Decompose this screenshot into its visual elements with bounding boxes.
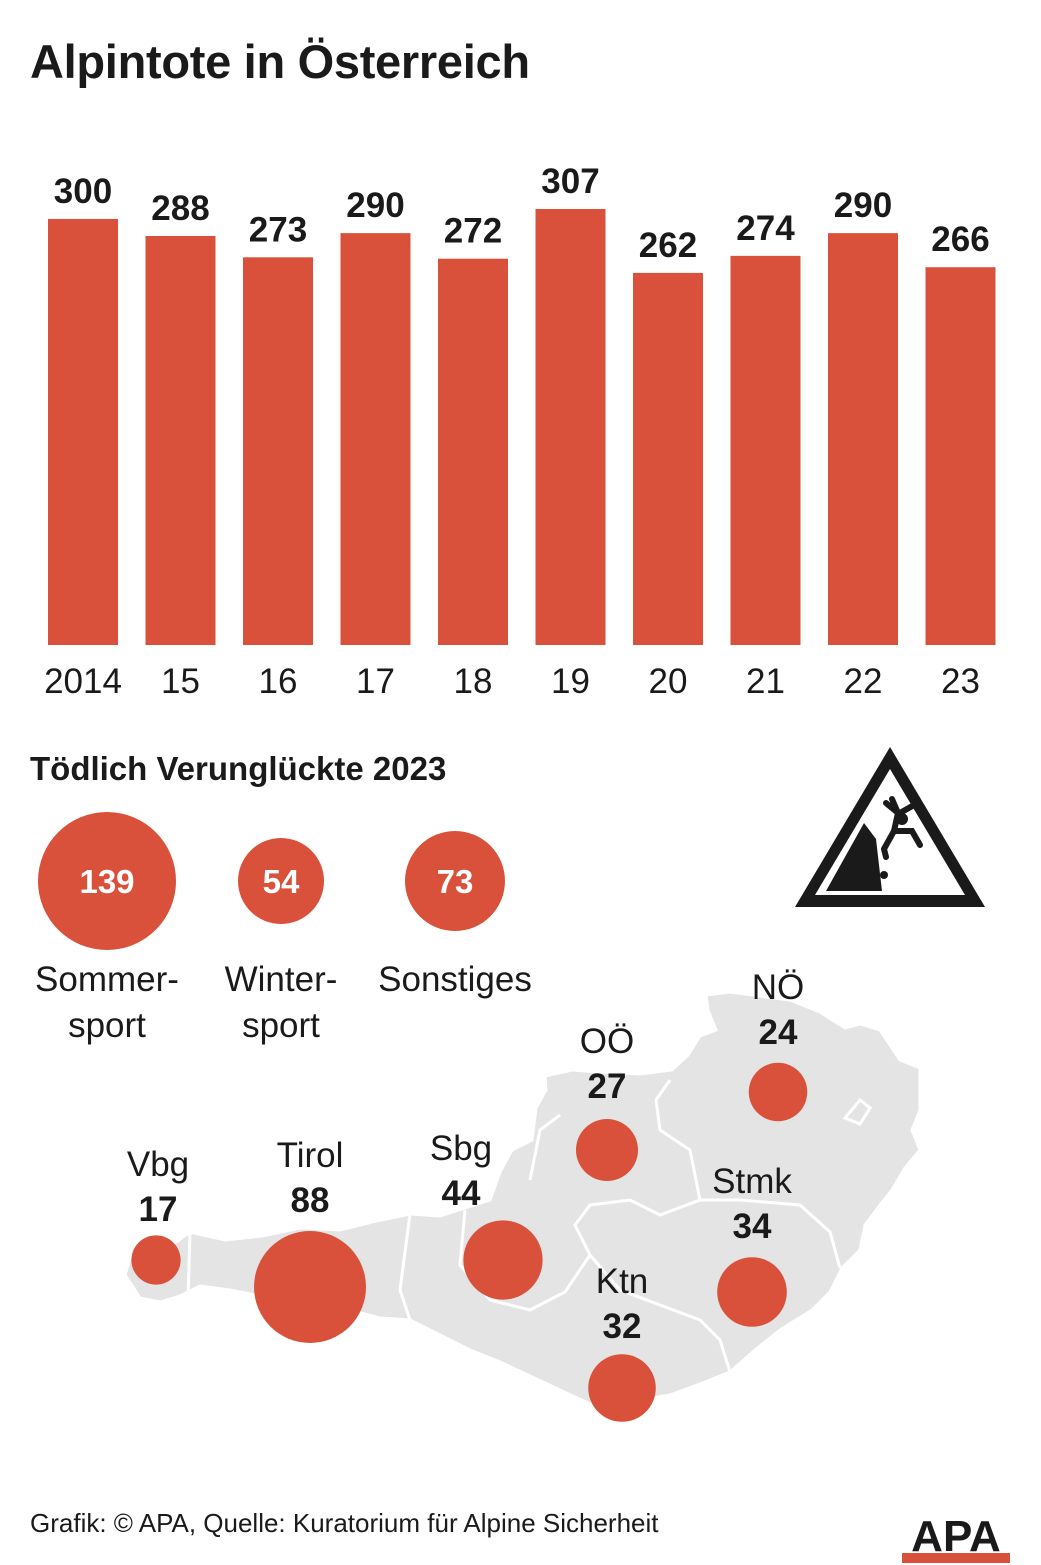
bar-category-label: 2014 bbox=[44, 662, 122, 701]
category-label-line2: sport bbox=[242, 1006, 320, 1045]
region-bubble bbox=[717, 1257, 787, 1327]
chart-title: Alpintote in Österreich bbox=[30, 35, 530, 88]
bar-value-label: 288 bbox=[151, 189, 209, 228]
section-subtitle: Tödlich Verunglückte 2023 bbox=[30, 750, 447, 787]
region-name-label: Stmk bbox=[712, 1162, 792, 1201]
apa-logo-bar bbox=[902, 1553, 1010, 1563]
region-value-label: 32 bbox=[603, 1307, 642, 1346]
bar-chart: 300 2014 288 15 273 16 290 17 272 18 307 19 262 20 274… bbox=[44, 162, 996, 701]
region-value-label: 17 bbox=[139, 1190, 178, 1229]
bar-category-label: 23 bbox=[941, 662, 980, 701]
region-name-label: Sbg bbox=[430, 1129, 492, 1168]
bar bbox=[730, 255, 801, 645]
bar bbox=[633, 272, 703, 645]
category-bubble-value: 73 bbox=[437, 863, 474, 900]
region-bubble bbox=[575, 1118, 639, 1182]
region-name-label: Ktn bbox=[596, 1262, 649, 1301]
category-label: Sommer- bbox=[35, 960, 179, 999]
category-label: Sonstiges bbox=[378, 960, 532, 999]
region-value-label: 27 bbox=[588, 1067, 627, 1106]
bar-value-label: 290 bbox=[346, 186, 404, 225]
austria-silhouette bbox=[123, 990, 922, 1408]
bar-category-label: 19 bbox=[551, 662, 590, 701]
category-label: Winter- bbox=[225, 960, 338, 999]
bar-category-label: 20 bbox=[649, 662, 688, 701]
region-bubble bbox=[254, 1231, 366, 1343]
region-bubble bbox=[588, 1354, 656, 1422]
bar-value-label: 274 bbox=[736, 209, 795, 248]
bar-category-label: 16 bbox=[259, 662, 298, 701]
region-name-label: NÖ bbox=[752, 968, 805, 1007]
bar-category-label: 15 bbox=[161, 662, 200, 701]
bar bbox=[438, 258, 508, 645]
bar-category-label: 21 bbox=[746, 662, 785, 701]
category-bubble bbox=[237, 837, 325, 925]
bar bbox=[145, 235, 216, 646]
category-bubbles: 139 Sommer-sport 54 Winter-sport 73 Sonstiges bbox=[35, 812, 532, 1045]
category-bubble bbox=[404, 830, 506, 932]
region-name-label: Tirol bbox=[277, 1136, 344, 1175]
apa-logo: APA bbox=[902, 1515, 1010, 1563]
region-bubble bbox=[748, 1062, 808, 1122]
category-bubble bbox=[38, 812, 176, 950]
bar-value-label: 290 bbox=[834, 186, 892, 225]
region-bubble bbox=[463, 1220, 543, 1300]
region-bubbles: Vbg 17 Tirol 88 Sbg 44 OÖ 27 NÖ 24 Stmk 34 Ktn 32 bbox=[127, 968, 808, 1422]
bar-value-label: 272 bbox=[444, 212, 502, 251]
region-value-label: 44 bbox=[442, 1174, 481, 1213]
bar-category-label: 17 bbox=[356, 662, 395, 701]
region-bubble bbox=[131, 1235, 181, 1285]
region-value-label: 34 bbox=[733, 1207, 772, 1246]
bar-value-label: 300 bbox=[54, 172, 112, 211]
bar bbox=[925, 267, 996, 645]
bar-value-label: 262 bbox=[639, 226, 697, 265]
state-borders bbox=[186, 1079, 872, 1373]
bar bbox=[828, 233, 898, 646]
source-credit: Grafik: © APA, Quelle: Kuratorium für Al… bbox=[30, 1508, 659, 1538]
region-name-label: Vbg bbox=[127, 1145, 189, 1184]
region-value-label: 24 bbox=[759, 1013, 798, 1052]
bar-category-label: 18 bbox=[454, 662, 493, 701]
region-value-label: 88 bbox=[291, 1181, 330, 1220]
bar-value-label: 266 bbox=[931, 220, 989, 259]
bar bbox=[243, 257, 313, 645]
bar bbox=[340, 233, 411, 646]
bar-category-label: 22 bbox=[844, 662, 883, 701]
region-name-label: OÖ bbox=[580, 1022, 634, 1061]
category-label-line2: sport bbox=[68, 1006, 146, 1045]
bar-value-label: 307 bbox=[541, 162, 599, 201]
bar bbox=[48, 218, 118, 646]
category-bubble-value: 54 bbox=[263, 863, 300, 900]
austria-map bbox=[123, 990, 922, 1408]
category-bubble-value: 139 bbox=[79, 863, 134, 900]
falling-climber-warning-icon bbox=[795, 747, 985, 907]
bar bbox=[535, 209, 606, 645]
bar-value-label: 273 bbox=[249, 210, 307, 249]
